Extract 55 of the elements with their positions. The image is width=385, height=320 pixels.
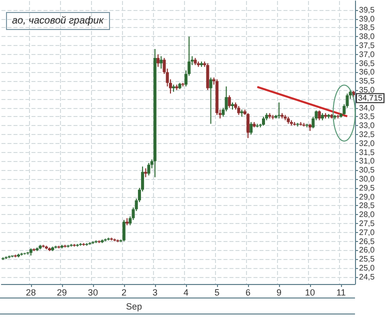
text: 34,715: [358, 94, 384, 103]
y-tick-label: 39,5: [359, 5, 376, 14]
y-tick-label: 37,5: [359, 40, 376, 50]
x-tick-label: 10: [305, 288, 316, 298]
x-tick-label: 2: [121, 288, 126, 298]
y-tick-label: 26,5: [359, 236, 376, 246]
candlestick: [160, 56, 163, 70]
candlestick: [278, 102, 281, 119]
y-tick-label: 39,0: [359, 14, 376, 24]
y-tick-label: 26,0: [359, 246, 376, 255]
x-tick-label: 4: [183, 288, 188, 298]
y-tick-label: 37,0: [359, 50, 376, 59]
y-tick-label: 32,5: [359, 130, 376, 139]
text: ао, часовой график: [12, 16, 105, 26]
candlestick: [147, 162, 150, 176]
y-tick-label: 25,5: [359, 254, 376, 264]
candlestick: [318, 110, 321, 121]
y-tick-label: 29,0: [359, 192, 376, 202]
text: Sep: [126, 302, 142, 312]
x-tick-label: 11: [336, 288, 346, 298]
y-tick-label: 35,5: [359, 76, 376, 86]
candlestick: [246, 112, 250, 139]
candlestick: [206, 62, 210, 90]
y-tick-label: 25,0: [359, 263, 376, 272]
y-tick-label: 30,5: [359, 166, 376, 175]
y-tick-label: 28,0: [359, 210, 376, 220]
y-tick-label: 27,0: [359, 228, 376, 237]
y-tick-label: 36,5: [359, 58, 376, 68]
candlestick: [156, 54, 160, 68]
x-tick-label: 9: [276, 288, 282, 298]
candlestick: [122, 219, 126, 242]
y-tick-label: 28,5: [359, 201, 376, 210]
y-tick-label: 36,0: [359, 68, 376, 77]
y-tick-label: 32,0: [359, 138, 376, 148]
y-tick-label: 31,5: [359, 148, 376, 157]
y-tick-label: 38,5: [359, 23, 376, 32]
y-tick-label: 33,5: [359, 112, 376, 122]
candlestick: [209, 77, 212, 124]
y-tick-label: 31,0: [359, 156, 376, 166]
x-tick-label: 5: [214, 288, 220, 298]
y-tick-label: 29,5: [359, 183, 376, 192]
y-tick-label: 24,5: [359, 272, 376, 282]
y-tick-label: 27,5: [359, 218, 376, 228]
x-tick-label: 28: [26, 288, 36, 298]
y-tick-label: 35,0: [359, 85, 376, 94]
y-tick-label: 38,0: [359, 32, 376, 42]
y-tick-label: 33,0: [359, 121, 376, 130]
x-tick-label: 29: [56, 288, 67, 298]
x-tick-label: 3: [152, 288, 158, 298]
candlestick: [228, 94, 231, 108]
y-tick-label: 30,0: [359, 174, 376, 184]
x-tick-label: 6: [245, 288, 251, 298]
candlestick: [250, 122, 253, 135]
y-tick-label: 34,0: [359, 103, 376, 112]
x-tick-label: 30: [88, 288, 98, 298]
